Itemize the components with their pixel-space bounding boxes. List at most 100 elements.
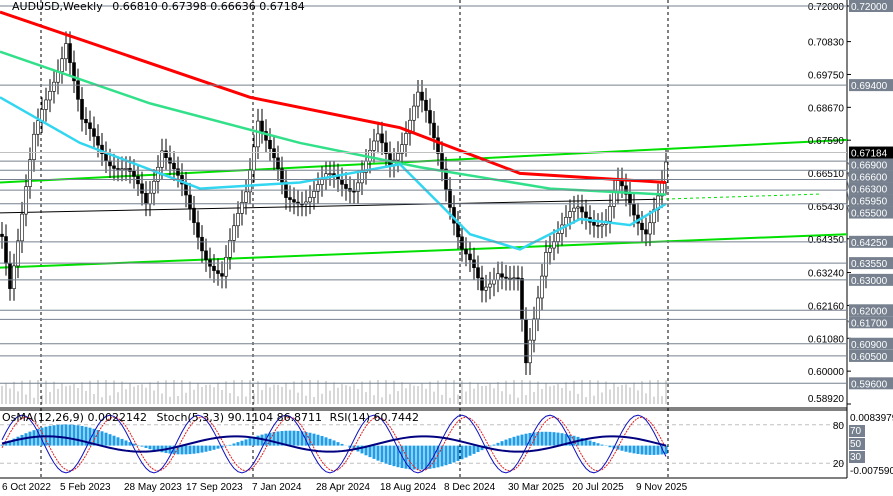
x-tick-label: 17 Sep 2023: [186, 482, 243, 493]
level-label-bg: [849, 337, 893, 350]
level-label: 0.66600: [851, 173, 888, 184]
candle-body: [396, 153, 400, 161]
candle-body: [220, 273, 224, 277]
candle-body: [468, 253, 472, 261]
candle-body: [376, 133, 380, 142]
candle-body: [412, 105, 416, 121]
level-label-bg: [849, 182, 893, 195]
candle-body: [288, 197, 292, 200]
candle-body: [556, 233, 560, 242]
level-label-bg: [849, 377, 893, 390]
candle-body: [176, 168, 180, 176]
candle-body: [116, 168, 120, 170]
candle-body: [40, 109, 44, 121]
candle-body: [632, 203, 636, 216]
candle-body: [536, 297, 540, 320]
indicator-axis-label: 30: [850, 452, 862, 463]
level-label: 0.65500: [851, 209, 888, 220]
candle-body: [96, 136, 100, 146]
candle-body: [104, 153, 108, 162]
candle-body: [212, 265, 216, 271]
candle-body: [124, 168, 128, 170]
candle-body: [456, 222, 460, 238]
candle-body: [648, 222, 652, 235]
candle-body: [508, 277, 512, 280]
candle-body: [404, 133, 408, 145]
level-label-bg: [849, 170, 893, 183]
candle-body: [292, 199, 296, 203]
level-label-bg: [849, 257, 893, 270]
candle-body: [388, 153, 392, 166]
candle-body: [428, 110, 432, 124]
trendline-lower: [0, 233, 848, 269]
level-label: 0.69400: [851, 81, 888, 92]
candle-body: [24, 186, 28, 215]
candle-body: [160, 150, 164, 168]
candle-body: [84, 119, 88, 124]
y-tick-label: 0.68670: [808, 103, 845, 114]
candle-body: [480, 277, 484, 291]
level-label-bg: [849, 0, 893, 12]
level-label-bg: [849, 235, 893, 248]
y-tick-label: 0.64350: [808, 235, 845, 246]
candle-body: [280, 168, 284, 183]
candle-body: [52, 81, 56, 92]
indicator-axis-label: 70: [850, 426, 862, 437]
candle-body: [224, 257, 228, 277]
candle-body: [164, 150, 168, 158]
candle-body: [360, 172, 364, 184]
x-tick-label: 5 Feb 2023: [60, 482, 111, 493]
chart-title: AUDUSD,Weekly 0.66810 0.67398 0.66636 0.…: [12, 0, 305, 13]
candle-body: [520, 278, 524, 320]
candle-body: [384, 142, 388, 154]
candle-body: [236, 213, 240, 227]
candle-body: [148, 192, 152, 205]
candle-body: [576, 206, 580, 209]
candle-body: [144, 192, 148, 205]
y-tick-label: 0.63240: [808, 269, 845, 280]
level-connector: [846, 203, 850, 213]
osma-label: OsMA(12,26,9) 0.0022142: [2, 411, 147, 424]
y-tick-label: 0.60000: [808, 367, 845, 378]
ma-mid-line: [0, 50, 667, 196]
candle-body: [640, 222, 644, 231]
candle-body: [248, 169, 252, 193]
candle-body: [184, 183, 188, 196]
candle-body: [200, 236, 204, 252]
candle-body: [188, 194, 192, 209]
candle-body: [28, 159, 32, 187]
candle-body: [472, 259, 476, 268]
level-label: 0.65950: [851, 197, 888, 208]
candle-body: [408, 119, 412, 134]
candle-body: [552, 241, 556, 249]
candle-body: [596, 224, 600, 227]
candle-body: [76, 80, 80, 100]
stoch-label: Stoch(5,3,3) 90.1104 86.8711: [156, 411, 323, 424]
candle-body: [476, 267, 480, 279]
stoch-main-line: [1, 414, 667, 474]
candle-body: [544, 252, 548, 277]
candle-body: [432, 122, 436, 139]
candle-body: [228, 240, 232, 258]
candle-body: [424, 99, 428, 111]
level-label: 0.61700: [851, 318, 888, 329]
y-tick-label: 0.70830: [808, 38, 845, 49]
symbol-label: AUDUSD,Weekly: [12, 0, 103, 13]
candle-body: [12, 265, 16, 289]
candle-body: [500, 273, 504, 278]
candle-body: [92, 128, 96, 137]
level-label: 0.59600: [851, 379, 888, 390]
ma-short-line: [0, 96, 667, 251]
candle-body: [372, 140, 376, 151]
candle-body: [44, 99, 48, 110]
candle-body: [232, 225, 236, 241]
level-label: 0.63000: [851, 276, 888, 287]
level-connector: [846, 170, 850, 177]
candle-body: [112, 165, 116, 169]
candle-body: [268, 139, 272, 149]
indicator-level-bg: [849, 438, 865, 450]
x-tick-label: 7 Jan 2024: [252, 482, 302, 493]
level-label: 0.66300: [851, 185, 888, 196]
candle-body: [600, 224, 604, 227]
